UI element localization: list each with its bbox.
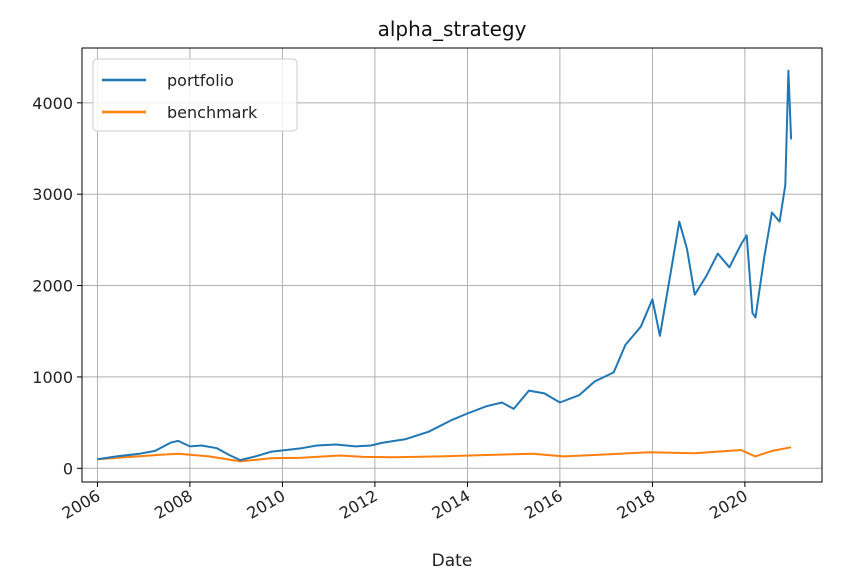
chart-title: alpha_strategy — [378, 17, 527, 41]
x-tick-label: 2012 — [336, 486, 381, 523]
x-axis-label: Date — [432, 551, 473, 571]
y-axis: 0 1000 2000 3000 4000 — [32, 94, 82, 478]
x-tick-label: 2010 — [244, 486, 289, 523]
series-layer — [97, 69, 793, 463]
y-tick-label: 4000 — [32, 94, 73, 113]
legend-label-portfolio: portfolio — [167, 71, 234, 90]
x-axis: 2006 2008 2010 2012 2014 2016 2018 2020 — [59, 482, 751, 523]
legend-label-benchmark: benchmark — [167, 103, 258, 122]
x-tick-label: 2016 — [521, 486, 566, 523]
x-tick-label: 2020 — [706, 486, 751, 523]
series-line-benchmark — [97, 446, 792, 463]
y-tick-label: 1000 — [32, 368, 73, 387]
series-line-portfolio — [97, 69, 793, 462]
x-tick-label: 2008 — [151, 486, 196, 523]
legend: portfolio benchmark — [92, 58, 298, 132]
y-tick-label: 0 — [63, 459, 73, 478]
x-tick-label: 2006 — [59, 486, 104, 523]
x-tick-label: 2014 — [429, 486, 474, 523]
plot-frame — [81, 47, 823, 483]
x-tick-label: 2018 — [614, 486, 659, 523]
y-tick-label: 2000 — [32, 277, 73, 296]
y-tick-label: 3000 — [32, 185, 73, 204]
